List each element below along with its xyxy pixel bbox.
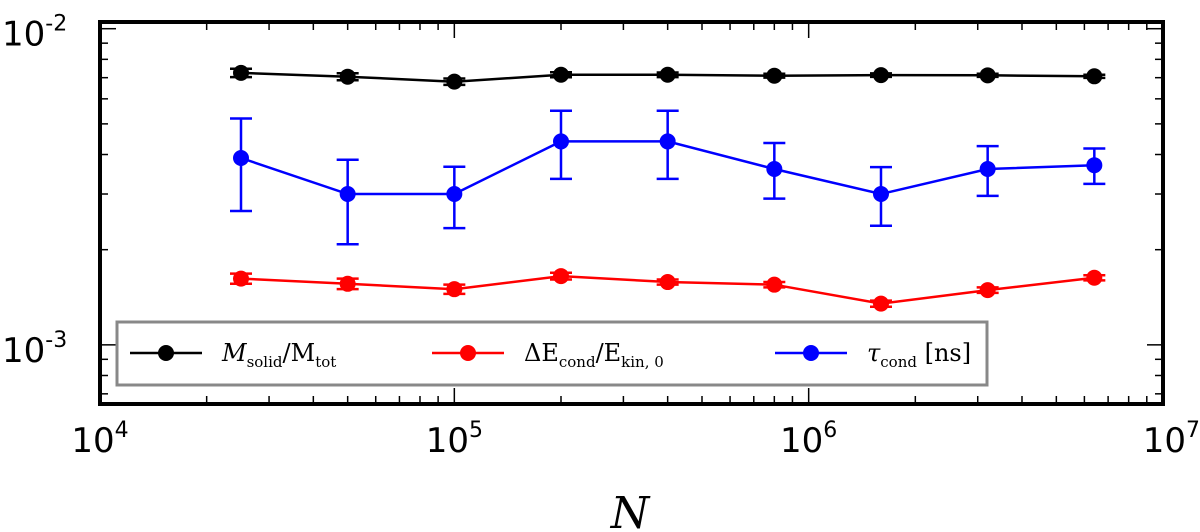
legend-label-main: ΔE: [524, 339, 559, 367]
series-3: [230, 109, 1106, 246]
series-2: [230, 268, 1106, 312]
data-point: [979, 282, 996, 299]
data-point: [766, 160, 783, 177]
x-tick-label: 104: [71, 418, 128, 461]
data-point: [339, 186, 356, 203]
data-point: [872, 295, 889, 312]
y-tick-label: 10-3: [2, 328, 67, 371]
legend-marker: [803, 345, 819, 361]
legend: Msolid/Mtot ΔEcond/Ekin, 0 τcond [ns]: [115, 320, 989, 387]
legend-entry: ΔEcond/Ekin, 0: [432, 339, 664, 371]
data-point: [339, 68, 356, 85]
legend-marker: [158, 345, 174, 361]
tick-base: 10: [780, 421, 823, 461]
data-point: [659, 133, 676, 150]
data-point: [339, 275, 356, 292]
legend-label-main: /M: [283, 339, 316, 367]
data-point: [446, 186, 463, 203]
legend-label-main: /E: [596, 339, 622, 367]
legend-label: Msolid/Mtot: [221, 339, 336, 371]
series-1: [230, 64, 1106, 90]
data-point: [659, 66, 676, 83]
data-point: [766, 67, 783, 84]
legend-label-sub: cond: [880, 353, 917, 371]
data-point: [979, 67, 996, 84]
tick-base: 10: [71, 421, 114, 461]
data-point: [233, 270, 250, 287]
legend-marker: [460, 345, 476, 361]
legend-entry: τcond [ns]: [775, 339, 971, 371]
tick-exponent: -2: [45, 12, 67, 37]
tick-base: 10: [2, 15, 45, 55]
data-point: [233, 64, 250, 81]
legend-label-sub: kin, 0: [621, 353, 664, 371]
data-point: [872, 186, 889, 203]
data-point: [979, 160, 996, 177]
tick-exponent: 6: [823, 418, 837, 443]
legend-label-main: M: [221, 339, 248, 367]
tick-exponent: 4: [115, 418, 129, 443]
data-point: [659, 274, 676, 291]
tick-exponent: -3: [45, 328, 67, 353]
legend-label: ΔEcond/Ekin, 0: [524, 339, 664, 371]
x-tick-label: 105: [426, 418, 483, 461]
data-point: [1086, 157, 1103, 174]
data-point: [446, 73, 463, 90]
data-point: [446, 281, 463, 298]
error-bar: [336, 158, 359, 246]
data-point: [1086, 269, 1103, 286]
tick-base: 10: [2, 331, 45, 371]
data-point: [872, 67, 889, 84]
legend-label-sub: tot: [315, 353, 336, 371]
data-point: [552, 133, 569, 150]
tick-base: 10: [1143, 421, 1186, 461]
legend-label-main: [ns]: [917, 339, 971, 367]
series-layer: [230, 64, 1106, 312]
tick-exponent: 5: [469, 418, 483, 443]
plot-border: [98, 20, 1165, 406]
data-point: [233, 149, 250, 166]
plot-frame: [98, 20, 1165, 406]
legend-label: τcond [ns]: [867, 339, 971, 371]
legend-entry: Msolid/Mtot: [130, 339, 336, 371]
legend-label-main: τ: [867, 339, 881, 367]
x-axis-label: N: [610, 488, 651, 532]
tick-base: 10: [426, 421, 469, 461]
data-point: [1086, 68, 1103, 85]
data-point: [552, 268, 569, 285]
y-tick-label: 10-2: [2, 12, 67, 55]
data-point: [552, 66, 569, 83]
legend-label-sub: cond: [559, 353, 596, 371]
data-point: [766, 276, 783, 293]
tick-exponent: 7: [1186, 418, 1200, 443]
x-tick-label: 106: [780, 418, 837, 461]
x-tick-label: 107: [1143, 418, 1200, 461]
legend-label-sub: solid: [247, 353, 283, 371]
